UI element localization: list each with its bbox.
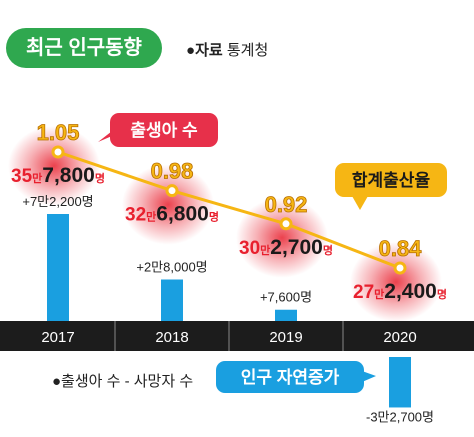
births-man-unit: 만 — [146, 210, 156, 224]
tfr-value-label: 0.92 — [265, 192, 308, 217]
births-man: 35 — [11, 166, 33, 187]
births-value-label: 27만2,400명 — [353, 280, 447, 303]
year-label: 2020 — [383, 329, 416, 346]
natural-callout-tail — [362, 371, 376, 382]
birth-glow — [236, 197, 328, 278]
tfr-value-label: 0.98 — [151, 159, 194, 184]
births-callout: 출생아 수 — [98, 113, 218, 147]
page-title: 최근 인구동향 — [6, 28, 162, 68]
year-label: 2019 — [269, 329, 302, 346]
births-rest: 2,400 — [384, 280, 437, 303]
tfr-value-label: 1.05 — [37, 120, 80, 145]
births-callout-tail — [98, 128, 116, 142]
births-rest: 2,700 — [270, 236, 323, 259]
source-bullet: ● — [186, 42, 196, 59]
natural-increase-label: +2만8,000명 — [136, 260, 207, 275]
tfr-point — [51, 145, 65, 159]
tfr-line — [57, 150, 401, 270]
tfr-callout-text: 합계출산율 — [352, 170, 431, 190]
births-value-label: 32만6,800명 — [125, 203, 219, 226]
births-man: 27 — [353, 282, 374, 303]
natural-increase-label: -3만2,700명 — [366, 409, 434, 424]
tfr-callout-bg — [335, 163, 447, 197]
source-value: 통계청 — [226, 42, 269, 59]
tfr-point — [165, 184, 179, 198]
birth-glow — [122, 164, 214, 245]
timeline-band — [0, 321, 474, 351]
tfr-callout-tail — [352, 196, 368, 210]
natural-callout: 인구 자연증가 — [216, 361, 376, 393]
births-man-unit: 만 — [260, 243, 270, 257]
births-unit: 명 — [323, 243, 333, 257]
births-rest: 7,800 — [42, 164, 95, 187]
source-label: 자료 — [195, 42, 223, 59]
natural-increase-label: +7만2,200명 — [22, 194, 93, 209]
births-unit: 명 — [95, 171, 105, 185]
births-man: 32 — [125, 205, 146, 226]
natural-callout-text: 인구 자연증가 — [241, 368, 340, 387]
births-value-label: 35만7,800명 — [11, 164, 105, 187]
birth-glow — [8, 126, 100, 206]
tfr-point — [279, 217, 293, 231]
natural-increase-bar — [47, 214, 69, 321]
tfr-value-label: 0.84 — [379, 236, 423, 261]
natural-callout-bg — [216, 361, 364, 393]
births-callout-text: 출생아 수 — [130, 121, 198, 140]
natural-increase-label: +7,600명 — [260, 290, 312, 305]
natural-increase-bar — [161, 279, 183, 321]
births-rest: 6,800 — [156, 203, 209, 226]
tfr-point — [393, 261, 407, 275]
natural-increase-bar — [275, 309, 297, 321]
source-note: ●자료 통계청 — [186, 39, 268, 60]
legend-note: ●출생아 수 - 사망자 수 — [52, 373, 194, 390]
births-callout-bg — [110, 113, 218, 147]
births-value-label: 30만2,700명 — [239, 236, 333, 259]
births-unit: 명 — [209, 210, 219, 224]
year-label: 2018 — [155, 329, 188, 346]
birth-glow — [350, 242, 442, 322]
births-man-unit: 만 — [374, 287, 384, 301]
births-man-unit: 만 — [32, 171, 42, 185]
year-label: 2017 — [41, 329, 74, 346]
natural-increase-bar — [389, 357, 411, 408]
tfr-callout: 합계출산율 — [335, 163, 447, 210]
births-unit: 명 — [437, 287, 447, 301]
births-man: 30 — [239, 238, 260, 259]
